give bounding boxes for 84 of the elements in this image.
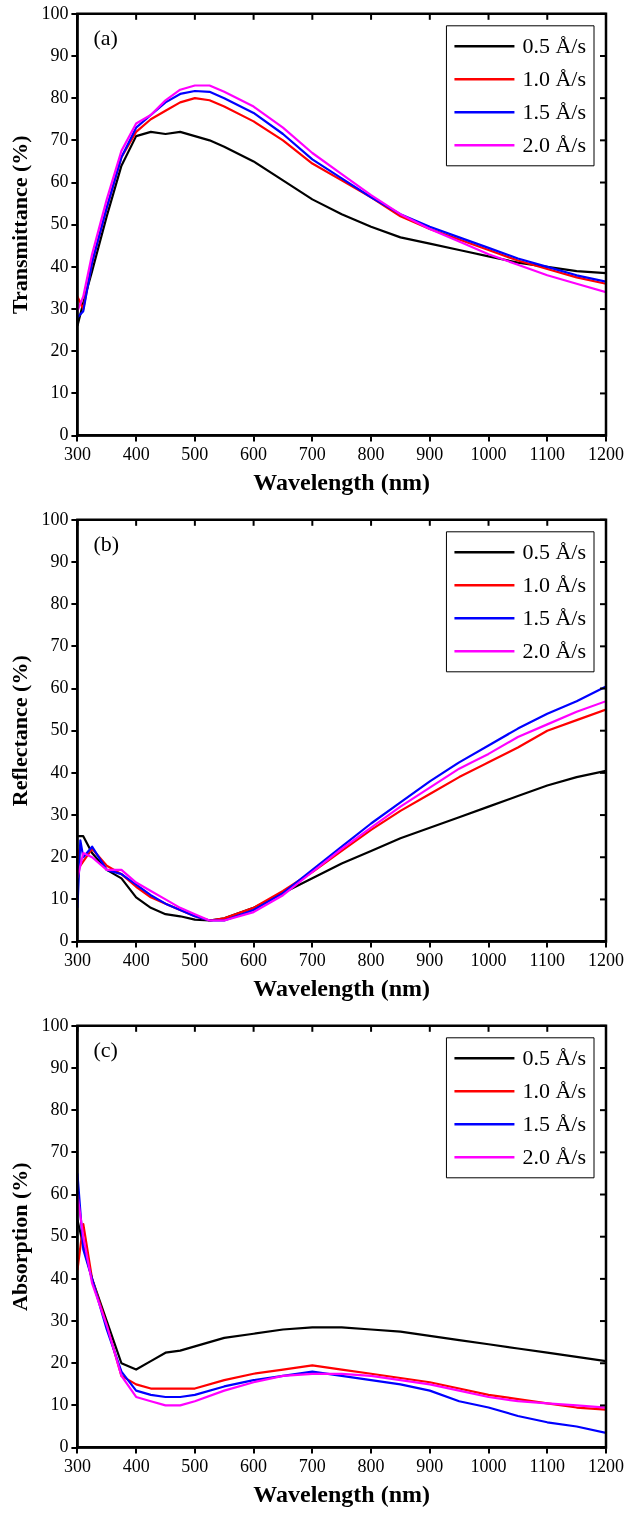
legend-label: 1.5 Å/s	[522, 605, 586, 631]
legend-label: 0.5 Å/s	[522, 1045, 586, 1071]
x-tick-label: 300	[63, 950, 91, 971]
y-axis-title: Transmittance (%)	[6, 135, 32, 315]
y-tick-label: 70	[50, 1141, 69, 1162]
x-tick-label: 500	[181, 1456, 209, 1477]
y-tick-label: 30	[50, 297, 69, 318]
y-tick-label: 50	[50, 719, 69, 740]
annotation: (a)	[93, 24, 118, 50]
annotation: (b)	[93, 530, 120, 556]
x-tick-label: 700	[298, 950, 326, 971]
x-tick-label: 1000	[470, 1456, 507, 1477]
legend-label: 2.0 Å/s	[522, 132, 586, 158]
x-tick-label: 600	[240, 1456, 268, 1477]
legend-label: 1.5 Å/s	[522, 99, 586, 125]
x-tick-label: 1100	[529, 950, 565, 971]
x-tick-label: 1200	[588, 444, 624, 465]
y-tick-label: 10	[50, 1394, 69, 1415]
x-tick-label: 800	[357, 1456, 385, 1477]
x-axis-title: Wavelength (nm)	[253, 1480, 431, 1507]
y-tick-label: 20	[50, 845, 69, 866]
y-tick-label: 100	[41, 508, 69, 529]
legend-label: 0.5 Å/s	[522, 33, 586, 59]
x-tick-label: 700	[298, 444, 326, 465]
x-tick-label: 300	[63, 444, 91, 465]
x-tick-label: 1000	[470, 444, 507, 465]
y-tick-label: 60	[50, 677, 69, 698]
y-tick-label: 10	[50, 888, 69, 909]
legend-label: 1.0 Å/s	[522, 572, 586, 598]
x-axis-title: Wavelength (nm)	[253, 468, 431, 495]
x-tick-label: 300	[63, 1456, 91, 1477]
y-tick-label: 50	[50, 1225, 69, 1246]
x-tick-label: 400	[122, 1456, 150, 1477]
x-axis-title: Wavelength (nm)	[253, 974, 431, 1001]
legend-label: 0.5 Å/s	[522, 539, 586, 565]
x-tick-label: 900	[416, 444, 444, 465]
y-tick-label: 80	[50, 592, 69, 613]
x-tick-label: 1100	[529, 444, 565, 465]
x-tick-label: 400	[122, 950, 150, 971]
y-tick-label: 30	[50, 803, 69, 824]
y-axis-title: Absorption (%)	[6, 1162, 32, 1311]
x-tick-label: 400	[122, 444, 150, 465]
y-tick-label: 100	[41, 2, 69, 23]
x-tick-label: 1000	[470, 950, 507, 971]
y-tick-label: 70	[50, 635, 69, 656]
legend-label: 1.5 Å/s	[522, 1111, 586, 1137]
y-tick-label: 60	[50, 171, 69, 192]
y-tick-label: 60	[50, 1183, 69, 1204]
x-tick-label: 1200	[588, 1456, 624, 1477]
y-tick-label: 80	[50, 86, 69, 107]
y-axis-title: Reflectance (%)	[6, 655, 32, 807]
y-tick-label: 10	[50, 382, 69, 403]
legend-label: 2.0 Å/s	[522, 1144, 586, 1170]
y-tick-label: 40	[50, 255, 69, 276]
y-tick-label: 100	[41, 1014, 69, 1035]
y-tick-label: 30	[50, 1309, 69, 1330]
y-tick-label: 90	[50, 44, 69, 65]
annotation: (c)	[93, 1036, 118, 1062]
y-tick-label: 20	[50, 339, 69, 360]
legend-label: 1.0 Å/s	[522, 66, 586, 92]
x-tick-label: 600	[240, 950, 268, 971]
x-tick-label: 700	[298, 1456, 326, 1477]
x-tick-label: 1200	[588, 950, 624, 971]
y-tick-label: 20	[50, 1351, 69, 1372]
y-tick-label: 40	[50, 1267, 69, 1288]
x-tick-label: 900	[416, 950, 444, 971]
y-tick-label: 0	[59, 424, 69, 445]
x-tick-label: 800	[357, 950, 385, 971]
y-tick-label: 90	[50, 1056, 69, 1077]
y-tick-label: 80	[50, 1098, 69, 1119]
y-tick-label: 90	[50, 550, 69, 571]
y-tick-label: 70	[50, 129, 69, 150]
x-tick-label: 900	[416, 1456, 444, 1477]
y-tick-label: 50	[50, 213, 69, 234]
y-tick-label: 40	[50, 761, 69, 782]
x-tick-label: 1100	[529, 1456, 565, 1477]
x-tick-label: 600	[240, 444, 268, 465]
x-tick-label: 500	[181, 444, 209, 465]
legend-label: 1.0 Å/s	[522, 1078, 586, 1104]
x-tick-label: 800	[357, 444, 385, 465]
x-tick-label: 500	[181, 950, 209, 971]
y-tick-label: 0	[59, 1436, 69, 1457]
y-tick-label: 0	[59, 930, 69, 951]
legend-label: 2.0 Å/s	[522, 638, 586, 664]
